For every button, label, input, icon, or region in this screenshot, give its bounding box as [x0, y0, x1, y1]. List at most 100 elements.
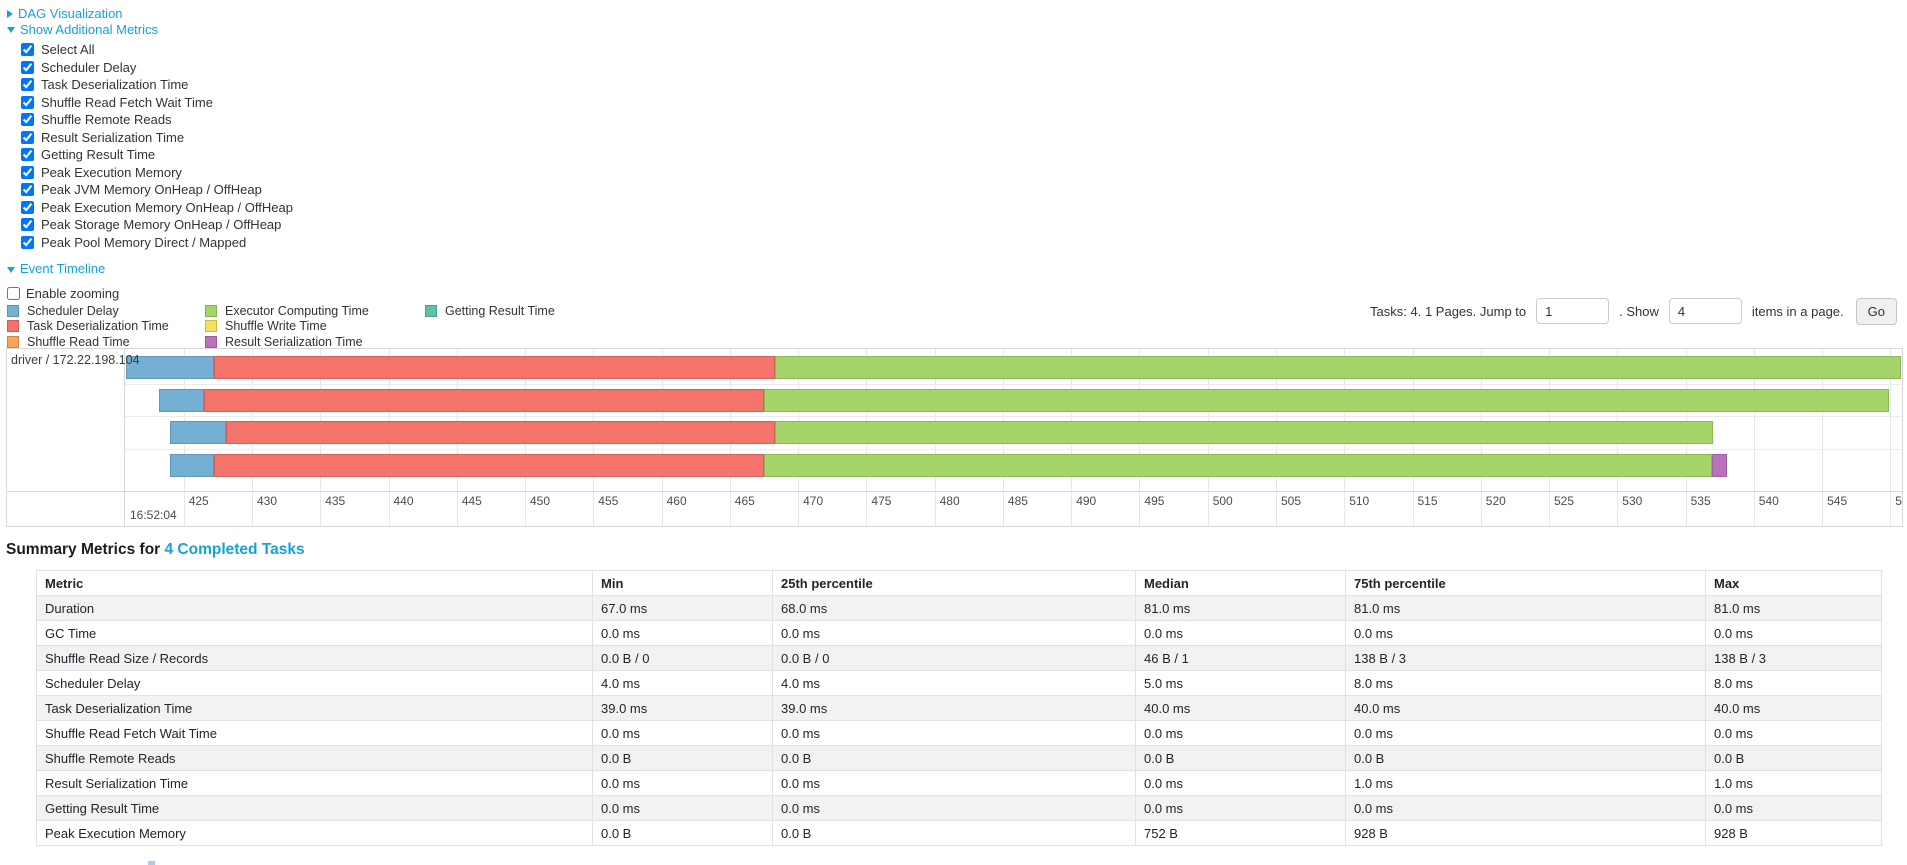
metric-option-label: Peak Execution Memory OnHeap / OffHeap [41, 199, 293, 215]
metric-checkbox[interactable] [21, 113, 34, 127]
summary-metric-value: 0.0 ms [1135, 620, 1346, 646]
summary-metric-value: 0.0 ms [772, 795, 1136, 821]
legend-item: Result Serialization Time [205, 334, 425, 350]
metric-option-result-serialization-time[interactable]: Result Serialization Time [21, 129, 293, 147]
timeline-bar-executor-computing[interactable] [764, 454, 1712, 477]
axis-tick-label: 550 [1895, 494, 1902, 508]
axis-tick-label: 440 [393, 494, 414, 508]
summary-metric-value: 0.0 ms [592, 770, 773, 796]
summary-metric-value: 0.0 B [1345, 745, 1706, 771]
dag-visualization-toggle[interactable]: DAG Visualization [7, 6, 293, 22]
timeline-bar-task-deserialization[interactable] [204, 389, 764, 412]
items-per-page-input[interactable] [1668, 298, 1742, 324]
event-timeline-toggle[interactable]: Event Timeline [7, 261, 293, 277]
metric-option-peak-storage-memory-onheap-offheap[interactable]: Peak Storage Memory OnHeap / OffHeap [21, 216, 293, 234]
metric-checkbox[interactable] [21, 200, 34, 214]
metric-option-task-deserialization-time[interactable]: Task Deserialization Time [21, 76, 293, 94]
summary-metric-value: 0.0 ms [1345, 795, 1706, 821]
summary-metric-name: Shuffle Remote Reads [36, 745, 593, 771]
timeline-bar-executor-computing[interactable] [774, 421, 1713, 444]
gridline [1753, 349, 1755, 526]
metric-option-peak-execution-memory[interactable]: Peak Execution Memory [21, 164, 293, 182]
metric-checkbox[interactable] [21, 78, 34, 92]
summary-metric-value: 67.0 ms [592, 595, 773, 621]
timeline-bar-scheduler-delay[interactable] [126, 356, 214, 379]
metric-checkbox[interactable] [21, 165, 34, 179]
axis-tick-label: 445 [461, 494, 482, 508]
axis-tick-label: 530 [1622, 494, 1643, 508]
enable-zooming-control[interactable]: Enable zooming [7, 286, 293, 302]
metric-option-label: Shuffle Read Fetch Wait Time [41, 94, 213, 110]
metric-option-shuffle-remote-reads[interactable]: Shuffle Remote Reads [21, 111, 293, 129]
timeline-bar-scheduler-delay[interactable] [170, 421, 227, 444]
summary-metric-value: 752 B [1135, 820, 1346, 846]
metric-checkbox[interactable] [21, 60, 34, 74]
timeline-legend: Scheduler Delay Task Deserialization Time… [7, 303, 555, 350]
metric-checkbox[interactable] [21, 235, 34, 249]
gridline [1890, 349, 1892, 526]
summary-metric-value: 40.0 ms [1345, 695, 1706, 721]
row-separator [125, 384, 1902, 385]
metric-option-scheduler-delay[interactable]: Scheduler Delay [21, 59, 293, 77]
timeline-bar-scheduler-delay[interactable] [170, 454, 214, 477]
axis-tick-label: 480 [939, 494, 960, 508]
timeline-bar-task-deserialization[interactable] [213, 356, 775, 379]
timeline-bar-executor-computing[interactable] [774, 356, 1902, 379]
metric-checkbox[interactable] [21, 95, 34, 109]
summary-metric-value: 8.0 ms [1345, 670, 1706, 696]
summary-column-header: Max [1705, 570, 1882, 596]
jump-to-page-input[interactable] [1536, 298, 1610, 324]
legend-column: Getting Result Time [425, 303, 555, 350]
timeline-bar-task-deserialization[interactable] [213, 454, 764, 477]
axis-tick-label: 485 [1007, 494, 1028, 508]
event-timeline-link[interactable]: Event Timeline [20, 261, 106, 277]
legend-item: Shuffle Write Time [205, 319, 425, 335]
summary-metric-value: 0.0 ms [1705, 795, 1882, 821]
shuffle-write-swatch [205, 320, 217, 333]
dag-visualization-link[interactable]: DAG Visualization [18, 6, 123, 22]
metric-option-getting-result-time[interactable]: Getting Result Time [21, 146, 293, 164]
metric-checkbox[interactable] [21, 130, 34, 144]
metric-option-shuffle-read-fetch-wait-time[interactable]: Shuffle Read Fetch Wait Time [21, 94, 293, 112]
summary-metric-name: Task Deserialization Time [36, 695, 593, 721]
summary-metric-value: 0.0 ms [772, 770, 1136, 796]
enable-zooming-label: Enable zooming [26, 286, 120, 301]
metric-checkbox[interactable] [21, 148, 34, 162]
summary-metric-name: Result Serialization Time [36, 770, 593, 796]
axis-tick-label: 505 [1281, 494, 1302, 508]
metric-option-peak-jvm-memory-onheap-offheap[interactable]: Peak JVM Memory OnHeap / OffHeap [21, 181, 293, 199]
summary-metric-value: 0.0 B [592, 745, 773, 771]
metric-checkbox[interactable] [21, 218, 34, 232]
timeline-bar-scheduler-delay[interactable] [159, 389, 205, 412]
summary-metric-value: 1.0 ms [1345, 770, 1706, 796]
show-additional-metrics-link[interactable]: Show Additional Metrics [20, 21, 159, 37]
axis-major-label: 16:52:04 [130, 508, 177, 522]
summary-metric-value: 0.0 ms [592, 620, 773, 646]
metric-option-select-all[interactable]: Select All [21, 41, 293, 59]
additional-metrics-list: Select All Scheduler Delay Task Deserializ… [21, 41, 293, 251]
timeline-bar-executor-computing[interactable] [764, 389, 1889, 412]
summary-metric-value: 0.0 B [1705, 745, 1882, 771]
metric-checkbox[interactable] [21, 183, 34, 197]
enable-zooming-checkbox[interactable] [7, 287, 20, 300]
summary-metric-value: 39.0 ms [772, 695, 1136, 721]
summary-table-row: Result Serialization Time 0.0 ms 0.0 ms 0.0… [36, 770, 1882, 796]
metric-option-peak-execution-memory-onheap-offheap[interactable]: Peak Execution Memory OnHeap / OffHeap [21, 199, 293, 217]
timeline-bar-task-deserialization[interactable] [226, 421, 775, 444]
show-additional-metrics-toggle[interactable]: Show Additional Metrics [7, 22, 293, 38]
caret-down-icon [7, 27, 15, 34]
axis-tick-label: 520 [1485, 494, 1506, 508]
summary-metric-value: 138 B / 3 [1705, 645, 1882, 671]
metric-checkbox[interactable] [21, 43, 34, 57]
summary-table-row: Shuffle Read Fetch Wait Time 0.0 ms 0.0 ms… [36, 720, 1882, 746]
go-button[interactable]: Go [1855, 297, 1897, 325]
timeline-bar-result-serialization[interactable] [1711, 454, 1727, 477]
gridline [1822, 349, 1824, 526]
summary-metric-value: 0.0 B / 0 [772, 645, 1136, 671]
axis-tick-label: 535 [1690, 494, 1711, 508]
summary-metric-value: 0.0 ms [772, 620, 1136, 646]
summary-column-header: Median [1135, 570, 1346, 596]
completed-tasks-link[interactable]: 4 Completed Tasks [164, 541, 305, 558]
summary-metric-value: 0.0 B [772, 820, 1136, 846]
metric-option-peak-pool-memory-direct-mapped[interactable]: Peak Pool Memory Direct / Mapped [21, 234, 293, 252]
